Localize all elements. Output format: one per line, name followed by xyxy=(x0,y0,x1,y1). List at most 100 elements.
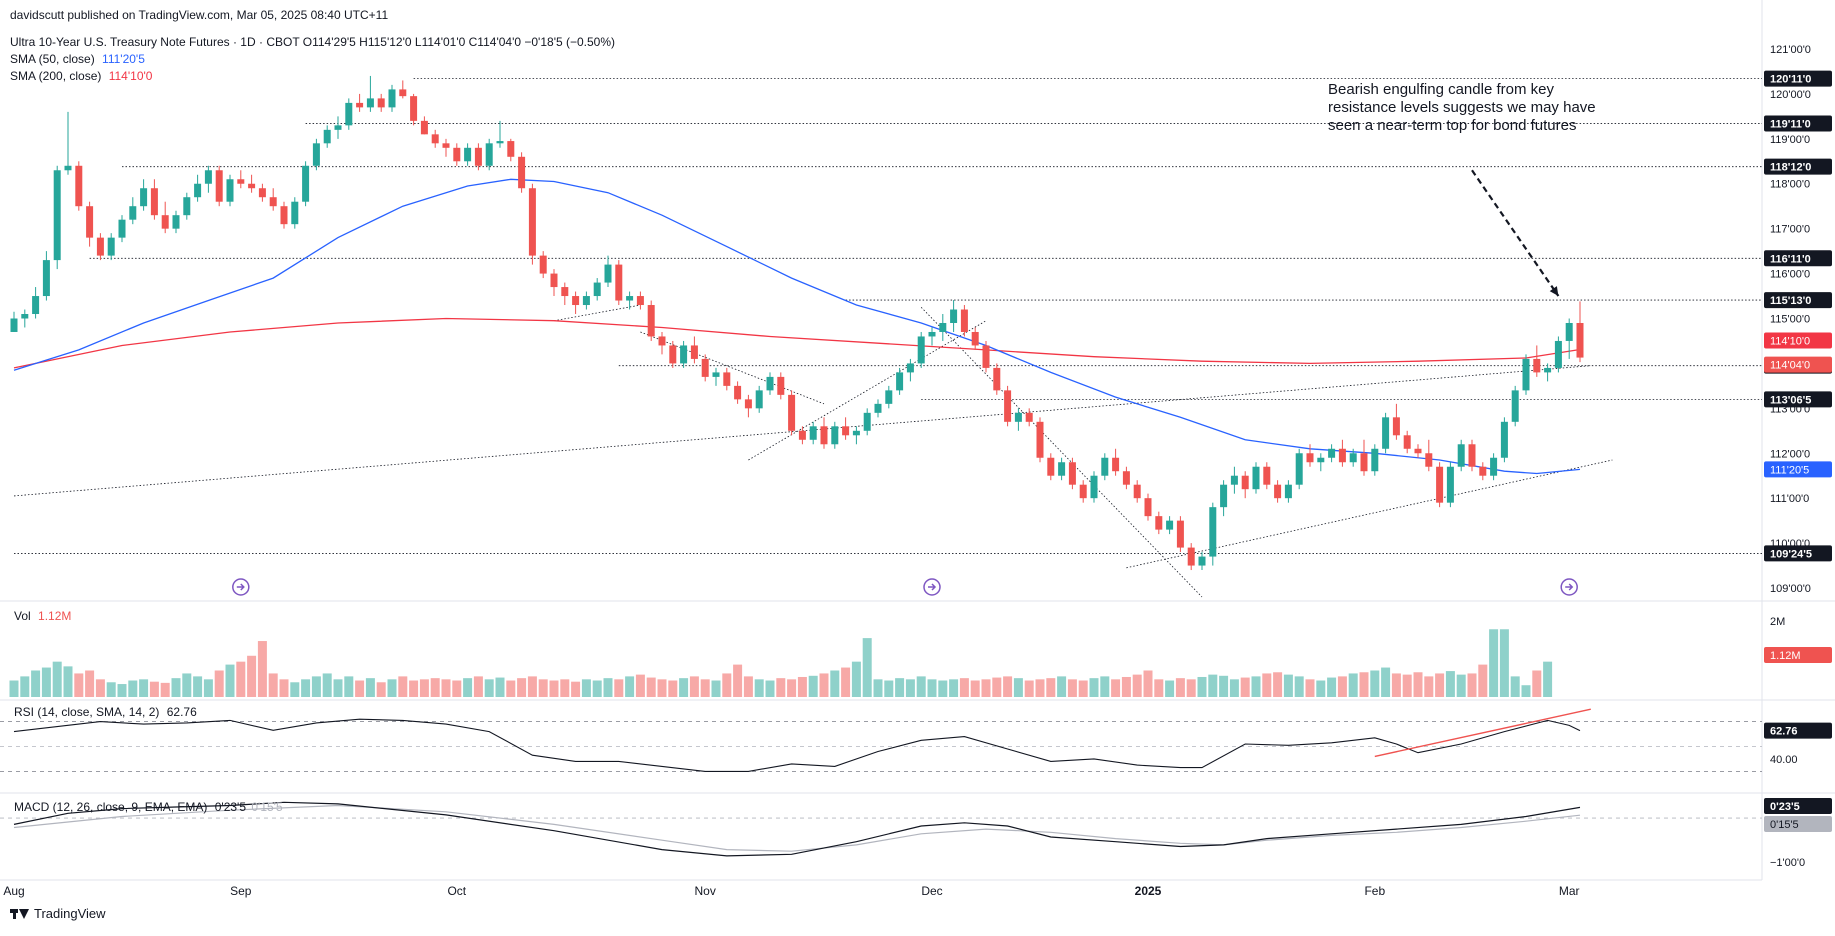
candle-body xyxy=(1479,466,1487,476)
volume-bar xyxy=(1132,674,1142,697)
candle-body xyxy=(1425,453,1433,467)
candle-body xyxy=(874,403,882,413)
candle-body xyxy=(1198,556,1206,566)
trendline xyxy=(748,320,987,461)
volume-bar xyxy=(1111,679,1121,697)
candle-body xyxy=(1371,448,1379,472)
candle-body xyxy=(399,89,407,97)
candle-body xyxy=(1360,453,1368,472)
volume-bar xyxy=(495,677,505,697)
candle-body xyxy=(53,170,61,261)
volume-bar xyxy=(646,677,656,697)
macd-legend[interactable]: MACD (12, 26, close, 9, EMA, EMA) 0'23'5… xyxy=(14,800,283,814)
volume-bar xyxy=(1046,678,1056,697)
volume-legend-label: Vol xyxy=(14,609,31,623)
volume-bar xyxy=(787,679,797,697)
candle-body xyxy=(1511,390,1519,422)
volume-bar xyxy=(344,676,354,697)
price-tick-label: 121'00'0 xyxy=(1770,44,1811,56)
volume-bar xyxy=(1003,676,1013,697)
tradingview-logo[interactable]: TradingView xyxy=(10,906,106,921)
macd-signal-line xyxy=(13,804,1581,852)
sma200-legend[interactable]: SMA (200, close) 114'10'0 xyxy=(10,69,152,83)
time-axis-label: Nov xyxy=(695,884,716,898)
volume-badge xyxy=(1764,647,1832,663)
volume-bar xyxy=(1305,679,1315,697)
volume-bar xyxy=(1532,670,1542,697)
candle-body xyxy=(680,345,688,364)
volume-bar xyxy=(1435,673,1445,697)
candle-body xyxy=(21,314,29,319)
candle-body xyxy=(1522,358,1530,391)
volume-bar xyxy=(1294,676,1304,697)
candle-body xyxy=(1338,448,1346,463)
candle-body xyxy=(885,390,893,404)
volume-bar xyxy=(41,667,51,697)
volume-bar xyxy=(74,673,84,697)
volume-bar xyxy=(754,679,764,697)
candle-body xyxy=(1025,412,1033,422)
candle-body xyxy=(561,287,569,297)
volume-bar xyxy=(560,679,570,697)
volume-bar xyxy=(193,676,203,697)
volume-bar xyxy=(376,682,386,697)
volume-bar xyxy=(247,655,257,697)
volume-legend[interactable]: Vol 1.12M xyxy=(14,609,71,623)
candle-body xyxy=(1295,453,1303,485)
candle-body xyxy=(1328,448,1336,458)
candle-body xyxy=(950,309,958,323)
candle-body xyxy=(1101,457,1109,476)
macd-badge-text: 0'23'5 xyxy=(1770,801,1800,813)
volume-bar xyxy=(290,682,300,697)
candle-body xyxy=(1490,457,1498,476)
macd-signal-badge xyxy=(1764,816,1832,832)
candle-body xyxy=(388,89,396,108)
level-badge xyxy=(1764,70,1832,87)
candle-body xyxy=(572,296,580,306)
time-axis-label: Feb xyxy=(1364,884,1385,898)
candle-body xyxy=(496,141,504,144)
candle-body xyxy=(1403,435,1411,449)
candle-body xyxy=(1252,466,1260,490)
sma50-legend[interactable]: SMA (50, close) 111'20'5 xyxy=(10,52,145,66)
candle-body xyxy=(474,147,482,166)
volume-bar xyxy=(1262,673,1272,697)
volume-bar xyxy=(841,667,851,697)
candle-body xyxy=(1004,390,1012,422)
candle-body xyxy=(291,201,299,225)
candle-body xyxy=(1230,475,1238,485)
candle-body xyxy=(64,165,72,171)
macd-axis-tick: −1'00'0 xyxy=(1770,857,1805,869)
candle-body xyxy=(1079,484,1087,499)
volume-bar xyxy=(225,664,235,697)
candle-body xyxy=(1274,484,1282,499)
volume-bar xyxy=(1100,676,1110,697)
volume-bar xyxy=(808,675,818,697)
volume-bar xyxy=(1186,679,1196,697)
candle-body xyxy=(507,141,515,157)
volume-bar xyxy=(916,676,926,697)
price-tick-label: 116'00'0 xyxy=(1770,269,1810,281)
symbol-legend: Ultra 10-Year U.S. Treasury Note Futures… xyxy=(10,35,616,49)
sma200-line xyxy=(13,317,1581,369)
rsi-legend[interactable]: RSI (14, close, SMA, 14, 2) 62.76 xyxy=(14,705,197,719)
volume-axis-tick: 2M xyxy=(1770,616,1785,628)
candle-body xyxy=(1392,417,1400,436)
sma200-badge-text: 114'10'0 xyxy=(1770,335,1810,347)
volume-bar xyxy=(1013,678,1023,697)
volume-bar xyxy=(873,679,883,697)
annotation-line-2: resistance levels suggests we may have xyxy=(1328,99,1596,116)
volume-bar xyxy=(1024,680,1034,697)
candle-body xyxy=(1468,444,1476,467)
volume-bar xyxy=(1219,675,1229,697)
candle-body xyxy=(798,430,806,440)
candle-body xyxy=(464,147,472,162)
volume-bar xyxy=(1424,676,1434,697)
candle-body xyxy=(604,264,612,283)
level-badge xyxy=(1764,250,1832,267)
rsi-axis-tick: 40.00 xyxy=(1770,754,1798,766)
volume-bar xyxy=(1251,676,1261,697)
level-badge xyxy=(1764,391,1832,408)
level-badge-text: 115'13'0 xyxy=(1770,295,1811,307)
